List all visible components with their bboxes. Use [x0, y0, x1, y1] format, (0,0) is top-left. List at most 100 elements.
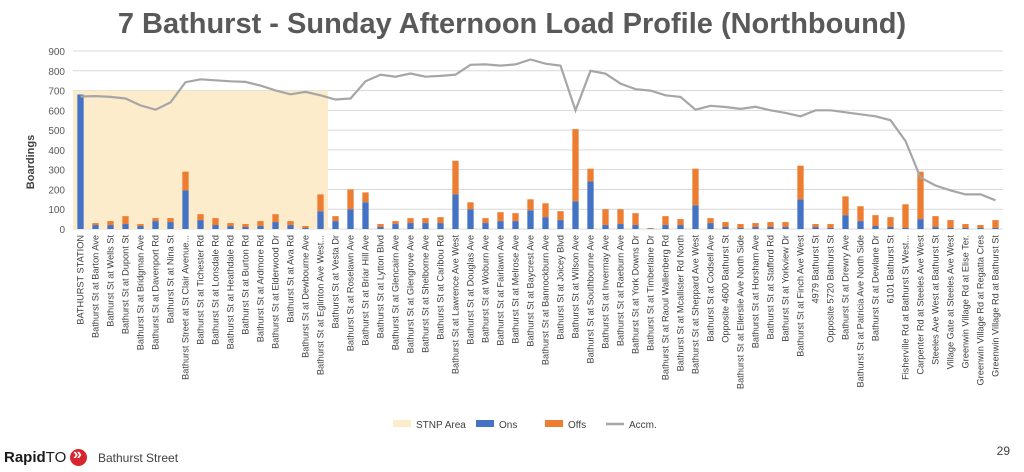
- ons-bar: [137, 226, 144, 229]
- legend: STNP Area Ons Offs Accm.: [393, 420, 657, 431]
- offs-bar: [992, 220, 999, 229]
- x-category-label: Greenwin Village Rd at Bathurst St: [991, 235, 1001, 377]
- x-category-label: Bathurst St at Ava Rd: [286, 235, 296, 323]
- x-category-label: Bathurst St at Heathdale Rd: [226, 235, 236, 349]
- ons-bar: [992, 228, 999, 229]
- ons-bar: [857, 221, 864, 229]
- x-category-labels: BATHURST STATION Bathurst St at Barton Av…: [76, 235, 1001, 390]
- offs-bar: [392, 221, 399, 225]
- offs-bar: [467, 202, 474, 210]
- offs-bar: [437, 217, 444, 224]
- y-tick-label: 700: [48, 87, 65, 98]
- legend-swatch: [476, 420, 494, 427]
- x-category-label: Bathurst St at Fairlawn Ave: [496, 235, 506, 346]
- offs-bar: [527, 199, 534, 211]
- ons-bar: [692, 205, 699, 229]
- offs-bar: [362, 192, 369, 203]
- x-category-label: Bathurst St at Melrose Ave: [511, 235, 521, 344]
- y-tick-label: 600: [48, 106, 65, 117]
- ons-bar: [602, 225, 609, 229]
- y-tick-label: 0: [59, 225, 65, 236]
- ons-bar: [767, 227, 774, 229]
- ons-bar: [557, 220, 564, 229]
- x-category-label: Bathurst St at Wilson Ave: [571, 235, 581, 339]
- brand-logo: RapidTO: [4, 449, 66, 466]
- offs-bar: [212, 218, 219, 226]
- brand-bold: Rapid: [4, 449, 46, 466]
- offs-bar: [227, 223, 234, 227]
- offs-bar: [482, 218, 489, 224]
- y-tick-label: 500: [48, 126, 65, 137]
- x-category-label: Bathurst St at Bridgman Ave: [136, 235, 146, 350]
- offs-bar: [977, 225, 984, 229]
- x-category-label: Bathurst St at Horsham Ave: [751, 235, 761, 348]
- ons-bar: [227, 226, 234, 229]
- offs-bar: [737, 224, 744, 229]
- offs-bar: [242, 224, 249, 228]
- ons-bar: [212, 225, 219, 229]
- x-category-label: Bathurst St at Shelborne Ave: [421, 235, 431, 353]
- ons-bar: [272, 222, 279, 229]
- ons-bar: [797, 199, 804, 229]
- x-category-label: Bathurst St at Stafford Rd: [766, 235, 776, 340]
- ons-bar: [152, 221, 159, 229]
- x-category-label: Bathurst St at Southbourne Ave: [586, 235, 596, 364]
- ons-bar: [662, 225, 669, 229]
- ons-bar: [92, 225, 99, 229]
- x-category-label: Bathurst St at Glencairn Ave: [391, 235, 401, 350]
- offs-bar: [662, 216, 669, 226]
- x-category-label: Bathurst St at Burton Rd: [241, 235, 251, 335]
- offs-bar: [182, 171, 189, 191]
- ons-bar: [917, 219, 924, 229]
- offs-bar: [302, 226, 309, 229]
- x-category-label: Bathurst St at Nina St: [166, 235, 176, 324]
- ons-bar: [872, 226, 879, 229]
- ons-bar: [812, 227, 819, 229]
- ons-bar: [302, 228, 309, 229]
- x-category-label: Bathurst St at Vesta Dr: [331, 235, 341, 328]
- brand-rest: TO: [45, 449, 67, 466]
- stnp-area-shade: [73, 90, 328, 229]
- offs-bar: [767, 222, 774, 228]
- offs-bar: [962, 224, 969, 229]
- x-category-label: Bathurst St at Ellerslie Ave North Side: [736, 235, 746, 389]
- ons-bar: [962, 228, 969, 229]
- offs-bar: [617, 209, 624, 225]
- y-tick-label: 800: [48, 67, 65, 78]
- ons-bar: [407, 223, 414, 229]
- x-category-label: Bathurst St at Roselawn Ave: [346, 235, 356, 351]
- offs-bar: [602, 209, 609, 226]
- offs-bar: [122, 216, 129, 225]
- x-category-label: Bathurst St at Patricia Ave North Side: [856, 235, 866, 388]
- legend-label: STNP Area: [416, 420, 466, 431]
- offs-bar: [332, 216, 339, 222]
- x-category-label: Bathurst St at Tichester Rd: [196, 235, 206, 345]
- x-category-label: Bathurst St at Wells St: [106, 235, 116, 327]
- x-category-label: Bathurst St at Glengrove Ave: [406, 235, 416, 353]
- x-category-label: Steeles Ave West at Bathurst St: [931, 235, 941, 365]
- offs-bar: [407, 218, 414, 224]
- offs-bar: [497, 212, 504, 222]
- ons-bar: [707, 223, 714, 229]
- route-name: Bathurst Street: [98, 451, 179, 465]
- offs-bar: [752, 223, 759, 228]
- ons-bar: [947, 228, 954, 229]
- offs-bar: [782, 222, 789, 228]
- offs-bar: [422, 218, 429, 224]
- page-number: 29: [996, 444, 1010, 458]
- x-category-label: Bathurst St at Lonsdale Rd: [211, 235, 221, 345]
- x-category-label: Bathurst St at Sheppard Ave West: [691, 235, 701, 375]
- ons-bar: [617, 224, 624, 229]
- offs-bar: [587, 168, 594, 182]
- x-category-label: Bathurst St at Raeburn Ave: [616, 235, 626, 346]
- y-tick-label: 400: [48, 146, 65, 157]
- rapidto-arrow-icon: [70, 446, 87, 466]
- ons-bar: [677, 225, 684, 229]
- x-category-label: Bathurst St at Davenport Rd: [151, 235, 161, 350]
- ons-bar: [467, 209, 474, 229]
- ons-bar: [167, 222, 174, 229]
- x-category-label: Bathurst St at Timberlane Dr: [646, 235, 656, 351]
- offs-bar: [137, 224, 144, 227]
- x-category-label: Opposite 4600 Bathurst St: [721, 235, 731, 343]
- x-category-label: Bathurst St at Caribou Rd: [436, 235, 446, 340]
